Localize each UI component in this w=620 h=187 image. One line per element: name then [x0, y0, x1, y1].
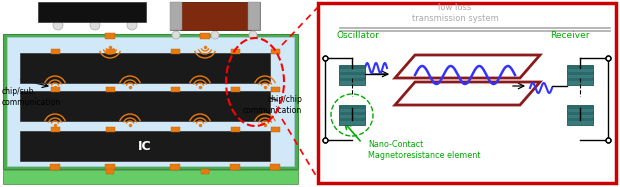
Bar	[567, 117, 593, 125]
Bar	[3, 170, 298, 184]
Bar	[271, 49, 280, 54]
Bar	[171, 49, 180, 54]
Bar	[339, 77, 365, 85]
Text: Nano-Contact
Magnetoresistance element: Nano-Contact Magnetoresistance element	[368, 140, 480, 160]
Bar	[180, 2, 250, 30]
Bar	[567, 66, 593, 69]
Bar	[318, 3, 616, 183]
Bar	[51, 49, 60, 54]
Bar	[106, 49, 115, 54]
Bar	[231, 49, 240, 54]
Bar	[38, 2, 146, 22]
Bar	[567, 111, 593, 119]
Bar	[339, 72, 365, 75]
Bar	[248, 2, 260, 30]
Bar	[339, 112, 365, 115]
Circle shape	[90, 20, 100, 30]
Bar	[339, 111, 365, 119]
Bar	[339, 118, 365, 121]
Bar	[170, 2, 182, 30]
Bar	[201, 169, 209, 174]
Bar	[567, 77, 593, 85]
Bar	[567, 78, 593, 81]
Bar	[231, 87, 240, 92]
Bar	[230, 164, 240, 170]
Bar	[170, 164, 180, 170]
Bar	[3, 34, 298, 169]
Text: chip/chip
communication: chip/chip communication	[243, 95, 302, 115]
Bar	[339, 66, 365, 69]
Bar	[339, 106, 365, 109]
Text: low loss
transmission system: low loss transmission system	[412, 3, 498, 23]
Text: IC: IC	[138, 140, 152, 153]
Circle shape	[53, 20, 63, 30]
Text: chip/sub.
communication: chip/sub. communication	[2, 87, 61, 107]
Bar	[105, 164, 115, 170]
Circle shape	[211, 31, 219, 39]
Bar	[231, 127, 240, 132]
Circle shape	[127, 20, 137, 30]
Bar	[20, 53, 270, 83]
Bar	[271, 87, 280, 92]
Bar	[567, 106, 593, 109]
Bar	[106, 169, 114, 174]
Bar	[567, 65, 593, 73]
Bar	[339, 78, 365, 81]
Bar	[171, 87, 180, 92]
Text: Oscillator: Oscillator	[337, 30, 379, 39]
Bar	[271, 127, 280, 132]
Circle shape	[172, 31, 180, 39]
Bar	[567, 105, 593, 113]
Bar	[7, 37, 294, 166]
Bar	[51, 87, 60, 92]
Bar	[50, 164, 60, 170]
Bar	[170, 2, 260, 30]
Bar	[339, 105, 365, 113]
Bar	[105, 33, 115, 39]
Bar	[567, 118, 593, 121]
Text: Receiver: Receiver	[551, 30, 590, 39]
Bar	[20, 91, 270, 121]
Bar	[270, 164, 280, 170]
Bar	[106, 87, 115, 92]
Bar	[339, 65, 365, 73]
Bar	[171, 127, 180, 132]
Bar	[567, 72, 593, 75]
Bar	[567, 71, 593, 79]
Bar	[200, 33, 210, 39]
Bar	[567, 112, 593, 115]
Bar	[339, 71, 365, 79]
Circle shape	[249, 31, 257, 39]
Bar	[339, 117, 365, 125]
Bar	[106, 127, 115, 132]
Bar	[51, 127, 60, 132]
Bar	[20, 131, 270, 161]
